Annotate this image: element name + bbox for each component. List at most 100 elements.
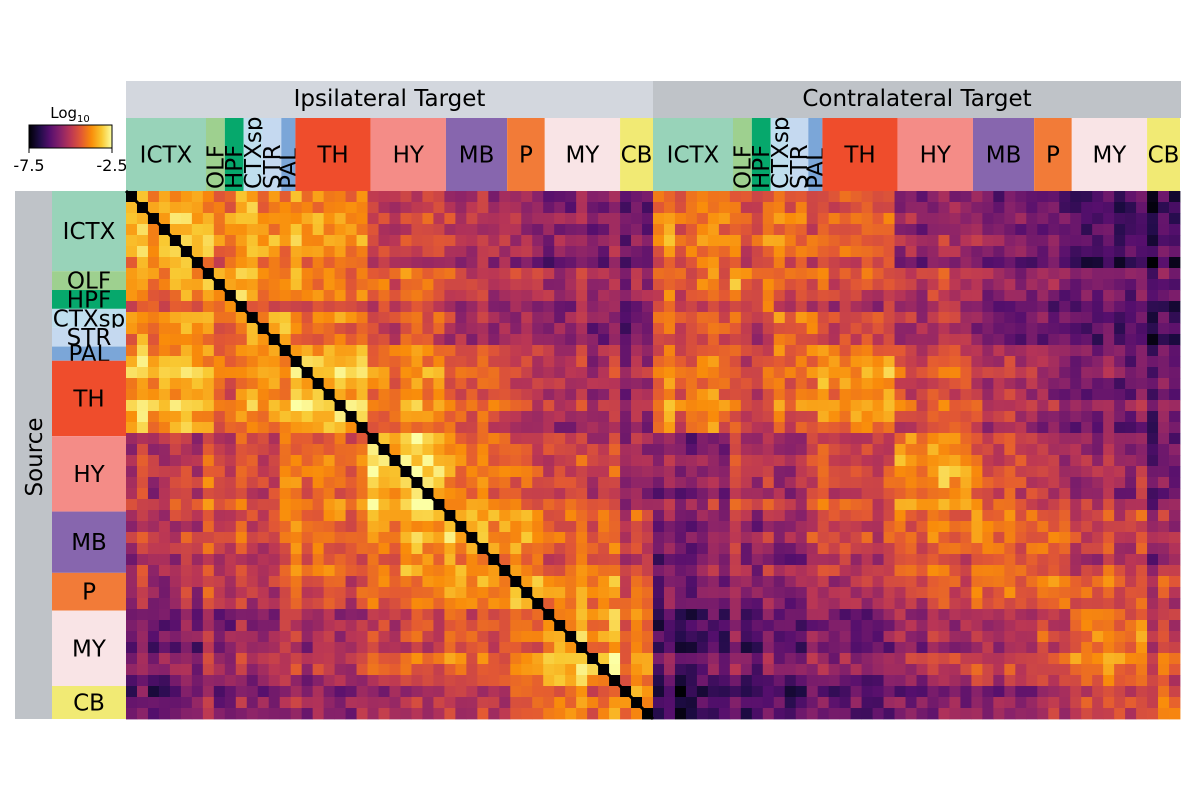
heatmap-cell bbox=[784, 213, 797, 225]
heatmap-cell bbox=[938, 367, 950, 379]
heatmap-cell bbox=[872, 477, 884, 489]
heatmap-cell bbox=[620, 565, 632, 577]
heatmap-cell bbox=[1092, 664, 1104, 676]
heatmap-cell bbox=[927, 367, 939, 379]
heatmap-cell bbox=[290, 499, 303, 511]
heatmap-cell bbox=[367, 213, 379, 225]
heatmap-cell bbox=[312, 268, 325, 280]
heatmap-cell bbox=[554, 499, 566, 511]
heatmap-cell bbox=[543, 532, 555, 544]
heatmap-cell bbox=[367, 367, 379, 379]
heatmap-cell bbox=[1081, 455, 1093, 467]
heatmap-cell bbox=[894, 235, 906, 247]
heatmap-cell bbox=[246, 477, 259, 489]
heatmap-cell bbox=[235, 708, 248, 720]
heatmap-cell bbox=[883, 609, 895, 621]
heatmap-cell bbox=[268, 246, 281, 258]
heatmap-cell bbox=[345, 202, 357, 214]
heatmap-cell bbox=[993, 301, 1005, 313]
heatmap-cell bbox=[839, 246, 852, 258]
heatmap-cell bbox=[554, 609, 566, 621]
heatmap-cell bbox=[861, 675, 873, 687]
heatmap-cell bbox=[850, 356, 863, 368]
heatmap-cell bbox=[576, 345, 588, 357]
heatmap-cell bbox=[576, 411, 588, 423]
heatmap-cell bbox=[499, 697, 511, 709]
heatmap-cell bbox=[806, 642, 819, 654]
heatmap-cell bbox=[202, 411, 215, 423]
heatmap-cell bbox=[356, 312, 368, 324]
heatmap-cell bbox=[718, 389, 731, 401]
heatmap-cell bbox=[576, 510, 588, 522]
heatmap-cell bbox=[136, 576, 149, 588]
heatmap-cell bbox=[609, 510, 621, 522]
heatmap-cell bbox=[762, 191, 775, 203]
heatmap-cell bbox=[400, 554, 412, 566]
heatmap-cell bbox=[850, 257, 863, 269]
heatmap-cell bbox=[905, 697, 917, 709]
heatmap-cell bbox=[653, 389, 665, 401]
heatmap-cell bbox=[1048, 279, 1060, 291]
heatmap-cell bbox=[455, 532, 467, 544]
heatmap-cell bbox=[191, 554, 204, 566]
heatmap-cell bbox=[993, 620, 1005, 632]
heatmap-cell bbox=[707, 697, 720, 709]
heatmap-cell bbox=[411, 433, 423, 445]
heatmap-cell bbox=[1081, 290, 1093, 302]
heatmap-cell bbox=[202, 378, 215, 390]
heatmap-cell bbox=[642, 587, 654, 599]
heatmap-cell bbox=[982, 312, 994, 324]
heatmap-cell bbox=[620, 312, 632, 324]
heatmap-cell bbox=[235, 202, 248, 214]
heatmap-cell bbox=[674, 598, 687, 610]
heatmap-cell bbox=[707, 312, 720, 324]
heatmap-cell bbox=[554, 664, 566, 676]
heatmap-cell bbox=[554, 477, 566, 489]
heatmap-cell bbox=[400, 235, 412, 247]
heatmap-cell bbox=[158, 631, 171, 643]
heatmap-cell bbox=[312, 609, 325, 621]
heatmap-cell bbox=[312, 598, 325, 610]
heatmap-cell bbox=[653, 345, 665, 357]
heatmap-cell bbox=[839, 532, 852, 544]
heatmap-cell bbox=[1026, 411, 1038, 423]
heatmap-cell bbox=[1037, 708, 1049, 720]
heatmap-cell bbox=[345, 312, 357, 324]
heatmap-cell bbox=[1103, 257, 1115, 269]
heatmap-cell bbox=[982, 708, 994, 720]
heatmap-cell bbox=[927, 576, 939, 588]
heatmap-cell bbox=[872, 191, 884, 203]
heatmap-cell bbox=[1037, 290, 1049, 302]
heatmap-cell bbox=[1103, 455, 1115, 467]
heatmap-cell bbox=[565, 224, 577, 236]
heatmap-cell bbox=[488, 301, 500, 313]
heatmap-cell bbox=[323, 675, 336, 687]
heatmap-cell bbox=[609, 444, 621, 456]
heatmap-cell bbox=[521, 477, 533, 489]
heatmap-cell bbox=[433, 565, 445, 577]
heatmap-cell bbox=[653, 257, 665, 269]
heatmap-cell bbox=[235, 499, 248, 511]
heatmap-cell bbox=[927, 246, 939, 258]
heatmap-cell bbox=[883, 345, 895, 357]
heatmap-cell bbox=[905, 532, 917, 544]
heatmap-cell bbox=[356, 587, 368, 599]
heatmap-cell bbox=[905, 191, 917, 203]
heatmap-cell bbox=[1147, 708, 1159, 720]
heatmap-cell bbox=[389, 609, 401, 621]
heatmap-cell bbox=[587, 202, 599, 214]
heatmap-cell bbox=[169, 378, 182, 390]
heatmap-cell bbox=[817, 675, 830, 687]
heatmap-cell bbox=[345, 675, 357, 687]
heatmap-cell bbox=[224, 653, 237, 665]
heatmap-cell bbox=[257, 598, 270, 610]
heatmap-cell bbox=[773, 411, 786, 423]
heatmap-cell bbox=[806, 191, 819, 203]
heatmap-cell bbox=[883, 213, 895, 225]
heatmap-cell bbox=[938, 411, 950, 423]
heatmap-cell bbox=[674, 312, 687, 324]
heatmap-cell bbox=[1048, 444, 1060, 456]
heatmap-cell bbox=[202, 609, 215, 621]
heatmap-cell bbox=[411, 191, 423, 203]
heatmap-cell bbox=[532, 675, 544, 687]
